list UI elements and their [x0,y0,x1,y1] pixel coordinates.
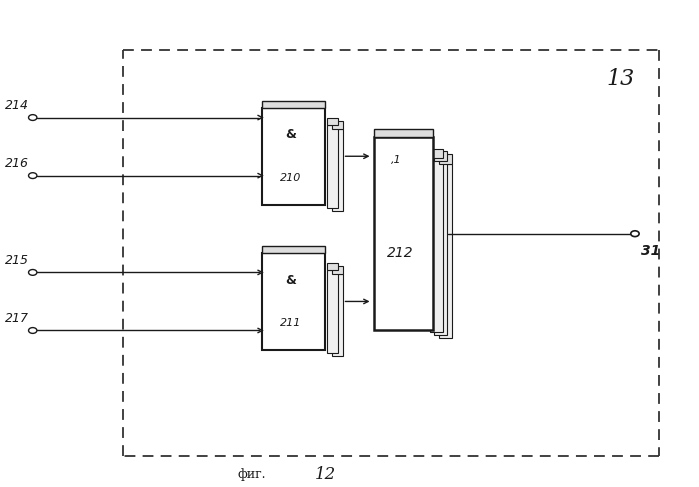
Text: ,1: ,1 [391,155,402,165]
Circle shape [29,114,37,120]
Bar [439,164,452,338]
Circle shape [29,328,37,334]
Bar [332,121,343,129]
Text: 214: 214 [5,99,29,112]
Text: 216: 216 [5,157,29,170]
Bar [332,274,343,356]
Bar [327,125,338,207]
Bar [374,137,433,331]
Bar [327,262,338,270]
Bar [262,246,325,253]
Bar [332,266,343,274]
Text: фиг.: фиг. [238,468,266,481]
Bar [332,129,343,211]
Bar [327,117,338,125]
Bar [262,108,325,205]
Bar [327,270,338,353]
Bar [435,151,447,161]
Text: 215: 215 [5,254,29,267]
Bar [431,149,442,158]
Text: 212: 212 [387,246,414,260]
Text: 211: 211 [280,318,301,328]
Bar [262,101,325,108]
Bar [262,253,325,350]
Bar [435,161,447,335]
Circle shape [29,173,37,179]
Text: 31: 31 [640,244,660,258]
Circle shape [630,231,639,237]
Text: &: & [285,274,296,287]
Text: 12: 12 [315,466,336,483]
Bar [374,129,433,137]
Text: &: & [285,129,296,141]
Text: 217: 217 [5,312,29,325]
Text: 210: 210 [280,172,301,183]
Bar [439,154,452,164]
Text: 13: 13 [607,68,635,90]
Circle shape [29,269,37,275]
Bar [431,158,442,333]
